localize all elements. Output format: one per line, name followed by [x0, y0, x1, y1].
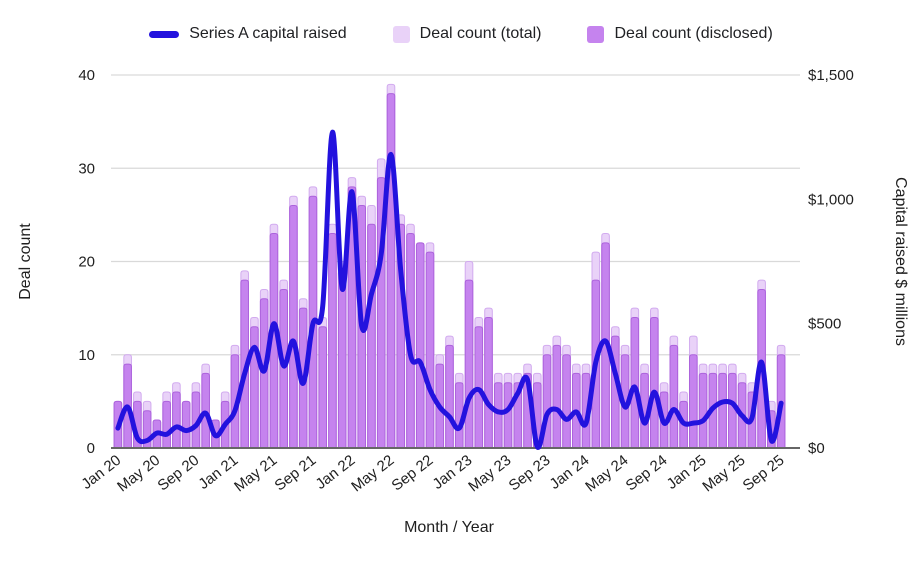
bar-disclosed [240, 279, 249, 449]
bar-disclosed [337, 270, 347, 449]
svg-text:May 23: May 23 [465, 452, 514, 496]
bar-disclosed [503, 382, 513, 449]
bar-disclosed [562, 354, 571, 449]
bar-disclosed [289, 205, 298, 449]
svg-text:May 21: May 21 [231, 452, 280, 496]
bar-disclosed [493, 382, 503, 449]
svg-text:Sep 22: Sep 22 [389, 452, 437, 495]
bar-disclosed [454, 382, 464, 449]
svg-text:May 25: May 25 [699, 452, 748, 496]
svg-text:Sep 25: Sep 25 [740, 452, 788, 495]
bar-disclosed [718, 372, 727, 449]
legend-label: Deal count (disclosed) [614, 25, 773, 42]
bar-disclosed [415, 242, 425, 449]
bar-disclosed [162, 400, 171, 449]
svg-text:Sep 21: Sep 21 [271, 452, 319, 495]
svg-text:May 20: May 20 [114, 452, 163, 496]
bar-disclosed [347, 186, 357, 449]
svg-text:20: 20 [78, 254, 95, 271]
svg-text:40: 40 [78, 67, 95, 84]
svg-text:Sep 23: Sep 23 [506, 452, 554, 495]
svg-text:$0: $0 [808, 440, 825, 457]
svg-text:0: 0 [87, 440, 95, 457]
left-axis-title: Deal count [17, 223, 34, 300]
bar-disclosed [269, 233, 279, 449]
x-axis-title: Month / Year [404, 519, 495, 536]
bar-disclosed [367, 223, 376, 449]
bar-disclosed [464, 279, 474, 449]
capital-raised-line [115, 129, 784, 450]
bar-disclosed [484, 316, 493, 449]
bar-disclosed [581, 372, 591, 449]
bar-disclosed [445, 344, 454, 449]
chart-legend: Series A capital raised Deal count (tota… [0, 16, 922, 52]
bar-disclosed [620, 354, 630, 449]
bar-disclosed [172, 391, 181, 449]
svg-text:May 24: May 24 [582, 452, 631, 496]
bar-disclosed [230, 354, 240, 449]
bar-disclosed [669, 344, 679, 449]
right-axis-tick-labels: $0 $500 $1,000 $1,500 [808, 67, 854, 457]
horizontal-gridlines [111, 74, 800, 356]
bar-disclosed [640, 372, 649, 449]
disclosed-bar-swatch-icon [587, 25, 605, 43]
bar-disclosed [689, 354, 698, 449]
bar-disclosed [552, 344, 562, 449]
bar-disclosed [650, 316, 659, 449]
bar-disclosed [318, 326, 328, 449]
legend-item-deal-count-disclosed: Deal count (disclosed) [587, 25, 773, 43]
bar-disclosed [181, 400, 191, 449]
bar-disclosed [425, 251, 435, 449]
svg-text:Sep 24: Sep 24 [623, 452, 671, 495]
bar-disclosed [279, 288, 288, 449]
bar-disclosed [191, 391, 201, 449]
bar-disclosed [630, 316, 640, 449]
legend-item-capital-raised: Series A capital raised [149, 25, 347, 43]
svg-text:$1,500: $1,500 [808, 67, 854, 84]
svg-text:May 22: May 22 [348, 452, 397, 496]
svg-text:$500: $500 [808, 316, 841, 333]
bar-disclosed [728, 372, 737, 449]
bar-disclosed [386, 93, 396, 449]
right-axis-title: Capital raised $ millions [892, 177, 909, 346]
legend-item-deal-count-total: Deal count (total) [392, 25, 542, 43]
svg-text:$1,000: $1,000 [808, 191, 854, 208]
total-bar-swatch-icon [392, 25, 410, 43]
left-axis-tick-labels: 0 10 20 30 40 [78, 67, 95, 457]
svg-text:Sep 20: Sep 20 [154, 452, 202, 495]
legend-label: Deal count (total) [419, 25, 542, 42]
svg-text:30: 30 [78, 160, 95, 177]
bar-disclosed [698, 372, 708, 449]
line-series-swatch-icon [149, 30, 180, 38]
bar-disclosed [328, 233, 337, 449]
svg-text:10: 10 [78, 347, 95, 364]
legend-label: Series A capital raised [189, 25, 347, 42]
